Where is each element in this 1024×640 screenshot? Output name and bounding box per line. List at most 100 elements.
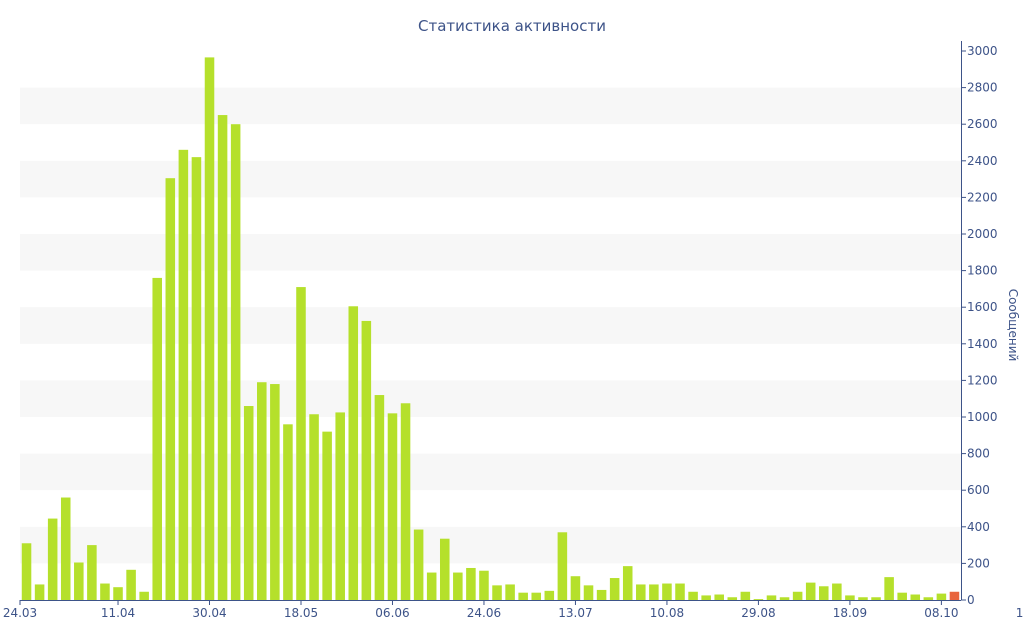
bar bbox=[884, 577, 894, 601]
y-axis-ticks: 0 200 400 600 800 1000 1200 1400 1600 1800 2000 220… bbox=[961, 44, 998, 607]
grid-band bbox=[20, 453, 961, 491]
bar bbox=[126, 569, 136, 600]
bar bbox=[47, 518, 58, 600]
bar bbox=[622, 566, 633, 600]
x-tick-label: 18.05 bbox=[284, 606, 318, 620]
bar bbox=[439, 538, 450, 600]
bar bbox=[361, 320, 372, 600]
y-tick-label: 2800 bbox=[967, 81, 998, 95]
bar bbox=[479, 570, 489, 600]
bar bbox=[740, 591, 751, 600]
bar bbox=[688, 591, 698, 600]
grid-band bbox=[20, 160, 961, 198]
bar bbox=[518, 592, 528, 600]
grid-band bbox=[20, 526, 961, 564]
x-tick-label: 17.10 bbox=[1016, 606, 1024, 620]
chart-title: Статистика активности bbox=[418, 17, 606, 35]
y-tick-label: 1200 bbox=[967, 373, 998, 387]
bar bbox=[897, 592, 907, 600]
bar bbox=[531, 592, 542, 600]
bar bbox=[923, 597, 934, 600]
y-tick-label: 400 bbox=[967, 520, 990, 534]
bar bbox=[792, 591, 803, 600]
x-tick-label: 24.06 bbox=[467, 606, 501, 620]
x-tick-label: 06.06 bbox=[375, 606, 409, 620]
bar bbox=[204, 57, 215, 600]
grid-band bbox=[20, 380, 961, 417]
bar bbox=[270, 384, 280, 600]
bar bbox=[675, 583, 685, 600]
bar bbox=[819, 586, 829, 600]
bar bbox=[413, 529, 424, 600]
x-tick-label: 24.03 bbox=[3, 606, 37, 620]
bar bbox=[374, 395, 385, 600]
bar bbox=[309, 414, 319, 600]
bar bbox=[400, 403, 411, 600]
bar bbox=[936, 593, 947, 600]
x-tick-label: 29.08 bbox=[741, 606, 775, 620]
bar bbox=[113, 587, 123, 600]
bar bbox=[557, 532, 568, 600]
bar bbox=[165, 178, 176, 600]
bar bbox=[871, 597, 881, 600]
bar bbox=[832, 583, 842, 600]
bar bbox=[230, 124, 241, 600]
y-tick-label: 2400 bbox=[967, 154, 998, 168]
bar bbox=[466, 567, 476, 600]
grid-band bbox=[20, 87, 961, 125]
bar bbox=[570, 576, 581, 600]
x-tick-label: 11.04 bbox=[101, 606, 135, 620]
x-tick-label: 08.10 bbox=[924, 606, 958, 620]
bar bbox=[100, 583, 110, 600]
bar bbox=[714, 594, 724, 600]
bar bbox=[60, 497, 71, 600]
bar bbox=[596, 589, 607, 600]
y-tick-label: 1600 bbox=[967, 300, 998, 314]
grid-band bbox=[20, 307, 961, 344]
bar bbox=[910, 594, 921, 600]
bars bbox=[21, 57, 960, 601]
bar bbox=[348, 306, 359, 600]
bar bbox=[609, 578, 620, 600]
bar bbox=[453, 572, 463, 600]
bar bbox=[139, 591, 149, 600]
bar bbox=[766, 595, 777, 600]
y-tick-label: 2000 bbox=[967, 227, 998, 241]
y-axis-label: Сообщений bbox=[1006, 289, 1020, 362]
bar bbox=[335, 412, 345, 600]
y-tick-label: 800 bbox=[967, 447, 990, 461]
y-tick-label: 1400 bbox=[967, 337, 998, 351]
bar bbox=[296, 287, 306, 600]
x-axis-ticks: 24.03 11.04 30.04 18.05 06.06 24.06 13.07 10.08… bbox=[3, 600, 1024, 620]
bar bbox=[649, 584, 659, 600]
grid-band bbox=[20, 234, 961, 271]
y-tick-label: 1000 bbox=[967, 410, 998, 424]
bar bbox=[87, 545, 97, 600]
bar bbox=[21, 543, 32, 600]
bar bbox=[191, 157, 202, 600]
y-tick-label: 1800 bbox=[967, 264, 998, 278]
bar bbox=[949, 591, 960, 600]
bar bbox=[426, 572, 437, 600]
bar bbox=[805, 582, 816, 600]
y-tick-label: 600 bbox=[967, 483, 990, 497]
bar bbox=[727, 597, 738, 600]
y-tick-label: 200 bbox=[967, 556, 990, 570]
bar bbox=[152, 277, 162, 600]
x-tick-label: 13.07 bbox=[558, 606, 592, 620]
bar bbox=[74, 562, 84, 600]
bar bbox=[257, 382, 267, 600]
bar bbox=[845, 595, 855, 600]
bar bbox=[779, 597, 790, 600]
bar bbox=[243, 406, 254, 600]
bar bbox=[322, 431, 332, 600]
x-tick-label: 10.08 bbox=[650, 606, 684, 620]
bar bbox=[544, 590, 555, 600]
bar bbox=[858, 597, 868, 600]
y-tick-label: 3000 bbox=[967, 44, 998, 58]
bar bbox=[636, 584, 646, 600]
bar bbox=[34, 584, 45, 600]
bar bbox=[753, 599, 764, 600]
y-tick-label: 0 bbox=[967, 593, 975, 607]
